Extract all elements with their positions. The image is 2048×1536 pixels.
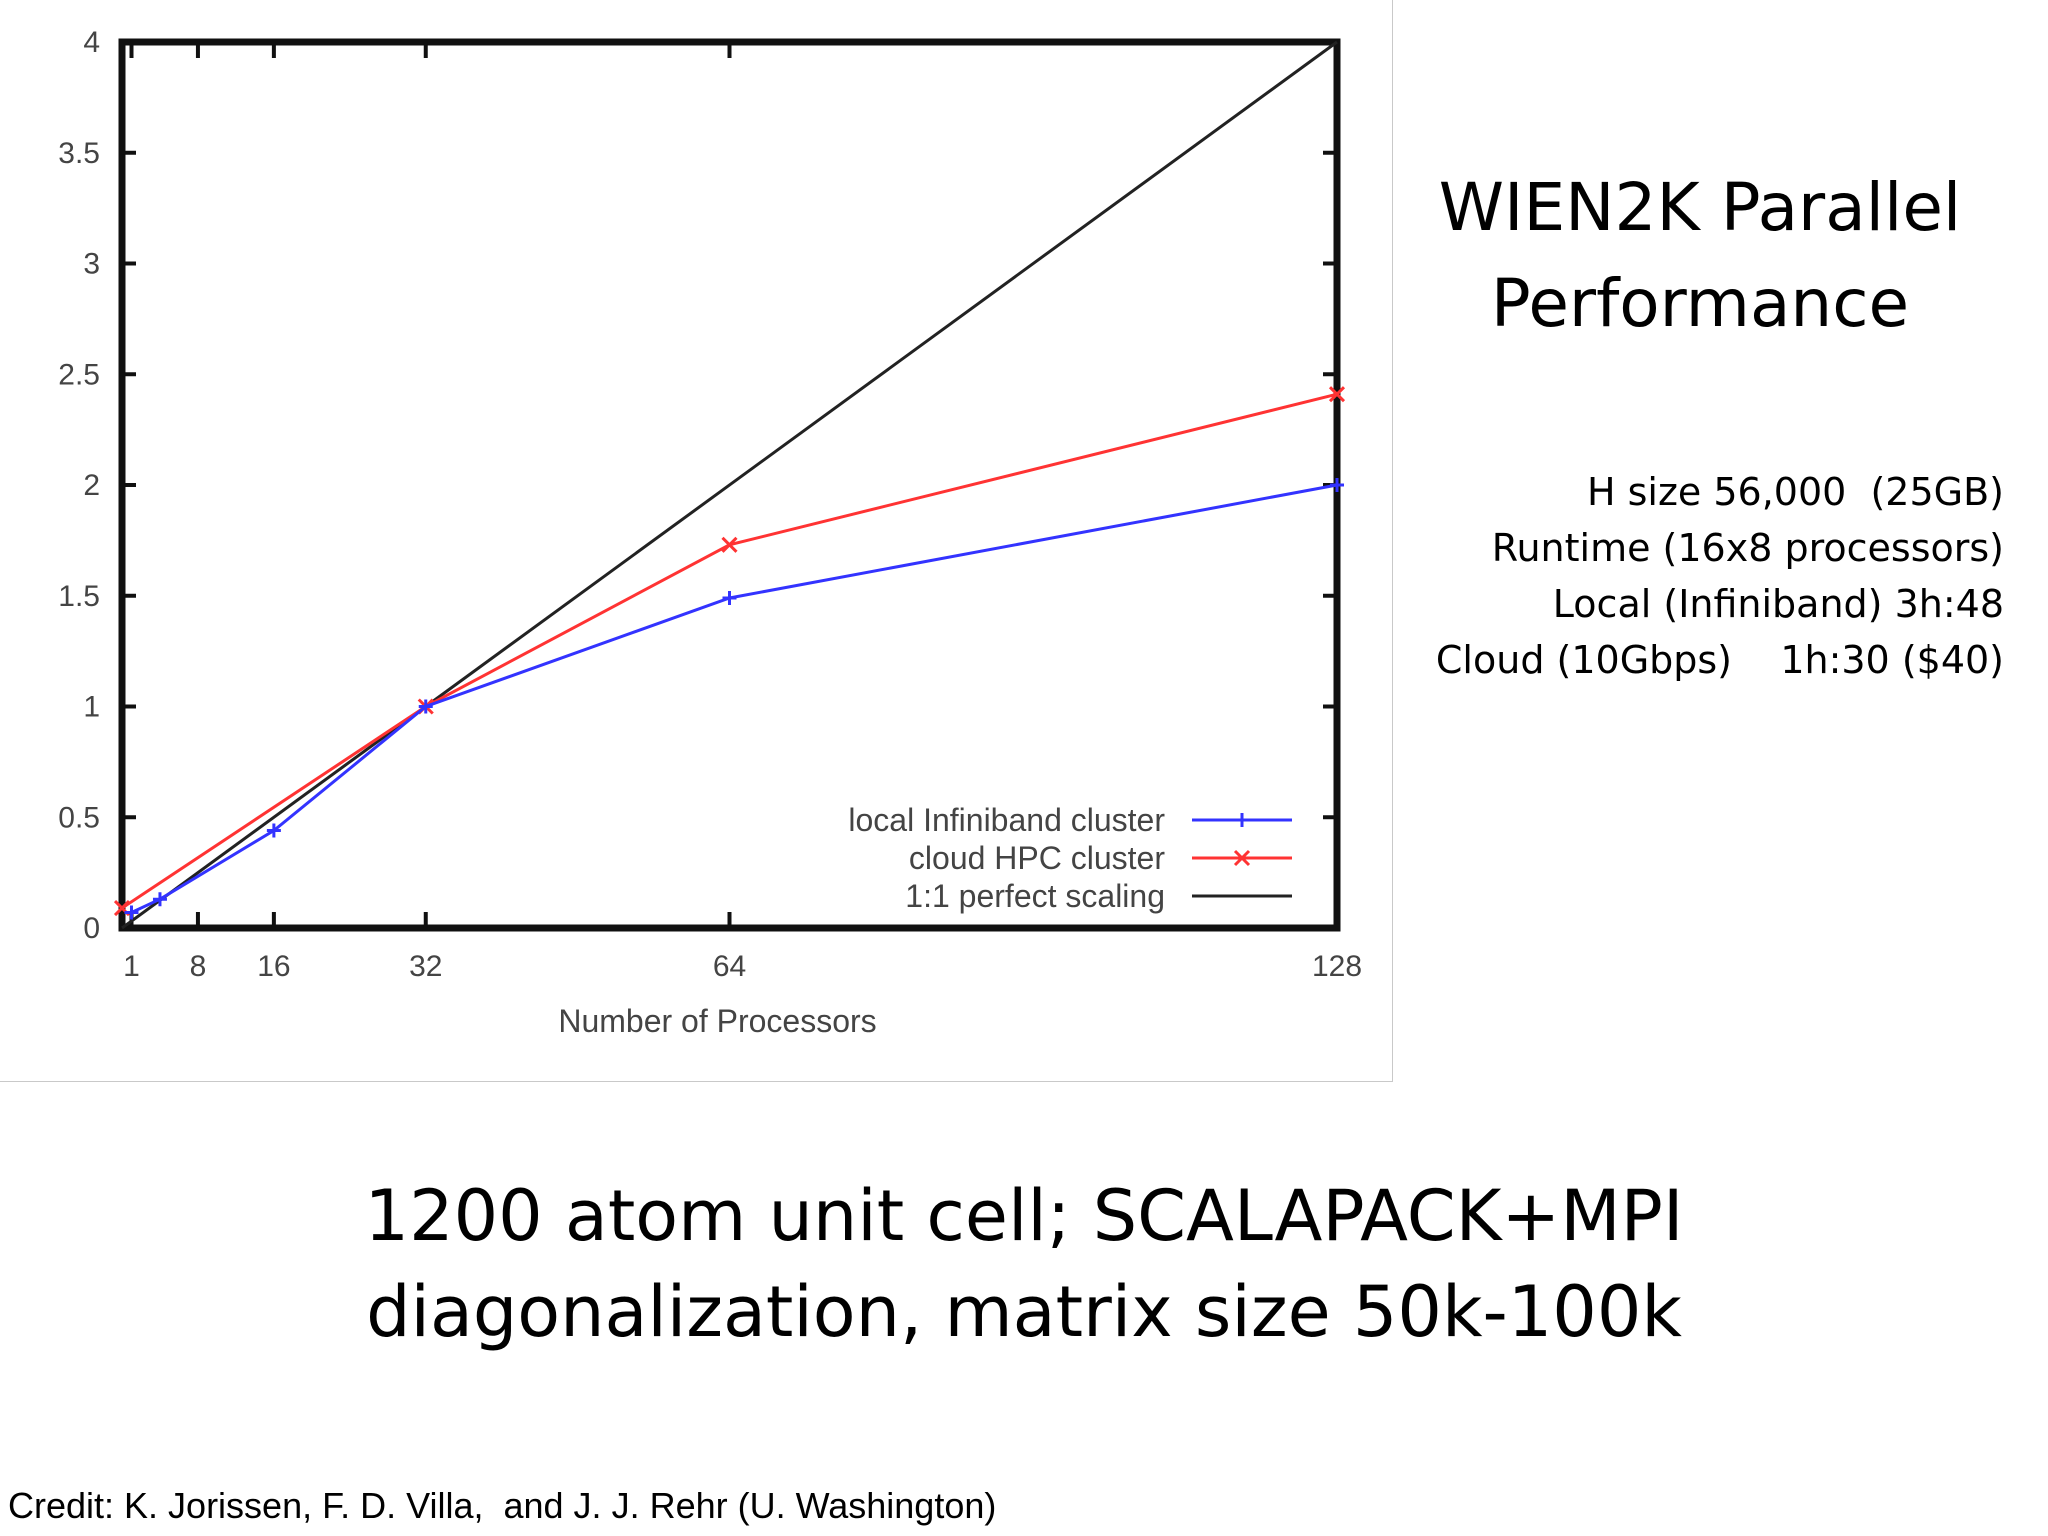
chart-frame: 0 0.5 1 1.5 2 2.5 3 3.5 4 1 8 16 32 64 128 local Infin… [0,0,1393,1082]
x-tick-label: 128 [1312,950,1362,983]
caption-line: diagonalization, matrix size 50k-100k [366,1271,1682,1353]
detail-line: Cloud (10Gbps) 1h:30 ($40) [1435,638,2004,682]
data-point [266,823,281,838]
legend-label: 1:1 perfect scaling [905,878,1165,914]
legend-marker [1235,813,1249,827]
detail-line: H size 56,000 (25GB) [1586,470,2004,514]
data-point [722,590,737,605]
y-tick-label: 3 [83,248,100,281]
x-tick-label: 16 [257,950,290,983]
y-tick-label: 2 [83,469,100,502]
data-point [152,892,167,907]
detail-line: Local (Infiniband) 3h:48 [1552,582,2004,626]
x-tick-label: 8 [190,950,207,983]
y-tick-label: 0 [83,912,100,945]
credit-line: Credit: K. Jorissen, F. D. Villa, and J.… [8,1485,997,1526]
y-tick-label: 3.5 [58,137,100,170]
data-point [721,536,738,553]
caption-line: 1200 atom unit cell; SCALAPACK+MPI [364,1175,1684,1257]
y-tick-label: 1.5 [58,580,100,613]
series-line-1 [121,392,1338,910]
detail-line: Runtime (16x8 processors) [1491,526,2004,570]
data-point [1330,478,1344,492]
chart-tick-labels: 0 0.5 1 1.5 2 2.5 3 3.5 4 1 8 16 32 64 128 [58,26,1362,983]
series-line-2 [121,40,1338,930]
slide-title-line: Performance [1490,265,1910,342]
x-tick-label: 64 [713,950,746,983]
data-point [124,905,139,920]
data-point [418,699,433,714]
y-tick-label: 0.5 [58,801,100,834]
legend-label: local Infiniband cluster [848,802,1165,838]
slide-title: WIEN2K Parallel Performance [1390,160,2010,352]
x-tick-label: 1 [123,950,140,983]
legend-marker [1233,849,1251,867]
data-point [1328,386,1346,403]
x-tick-label: 32 [409,950,442,983]
chart: 0 0.5 1 1.5 2 2.5 3 3.5 4 1 8 16 32 64 128 local Infin… [58,26,1362,1039]
slide-title-line: WIEN2K Parallel [1438,169,1962,246]
x-axis-label: Number of Processors [558,1003,876,1039]
run-details: H size 56,000 (25GB) Runtime (16x8 proce… [1364,464,2004,688]
slide-caption: 1200 atom unit cell; SCALAPACK+MPI diago… [0,1168,2048,1360]
y-tick-label: 2.5 [58,358,100,391]
legend-label: cloud HPC cluster [909,840,1165,876]
y-tick-label: 1 [83,691,100,724]
chart-series [113,40,1346,930]
y-tick-label: 4 [83,26,100,59]
series-line-0 [130,483,1338,914]
